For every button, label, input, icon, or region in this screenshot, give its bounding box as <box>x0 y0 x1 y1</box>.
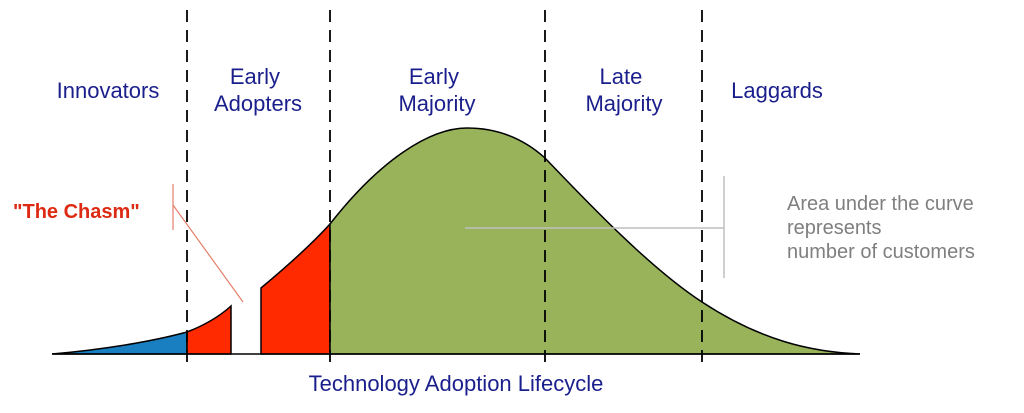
label-late-majority: Late Majority <box>585 64 662 116</box>
early-adopters-region-right <box>260 222 331 355</box>
chasm-pointer <box>172 204 244 303</box>
majority-region <box>329 127 861 355</box>
early-adopters-region-left <box>186 304 232 355</box>
label-early-adopters: Early Adopters <box>214 64 302 116</box>
chasm-label: "The Chasm" <box>13 201 140 223</box>
footer-title: Technology Adoption Lifecycle <box>309 371 604 396</box>
innovators-region <box>51 331 188 355</box>
area-note: Area under the curve represents number o… <box>787 193 979 263</box>
label-early-majority: Early Majority <box>398 64 475 116</box>
label-innovators: Innovators <box>57 78 160 103</box>
label-laggards: Laggards <box>731 78 823 103</box>
